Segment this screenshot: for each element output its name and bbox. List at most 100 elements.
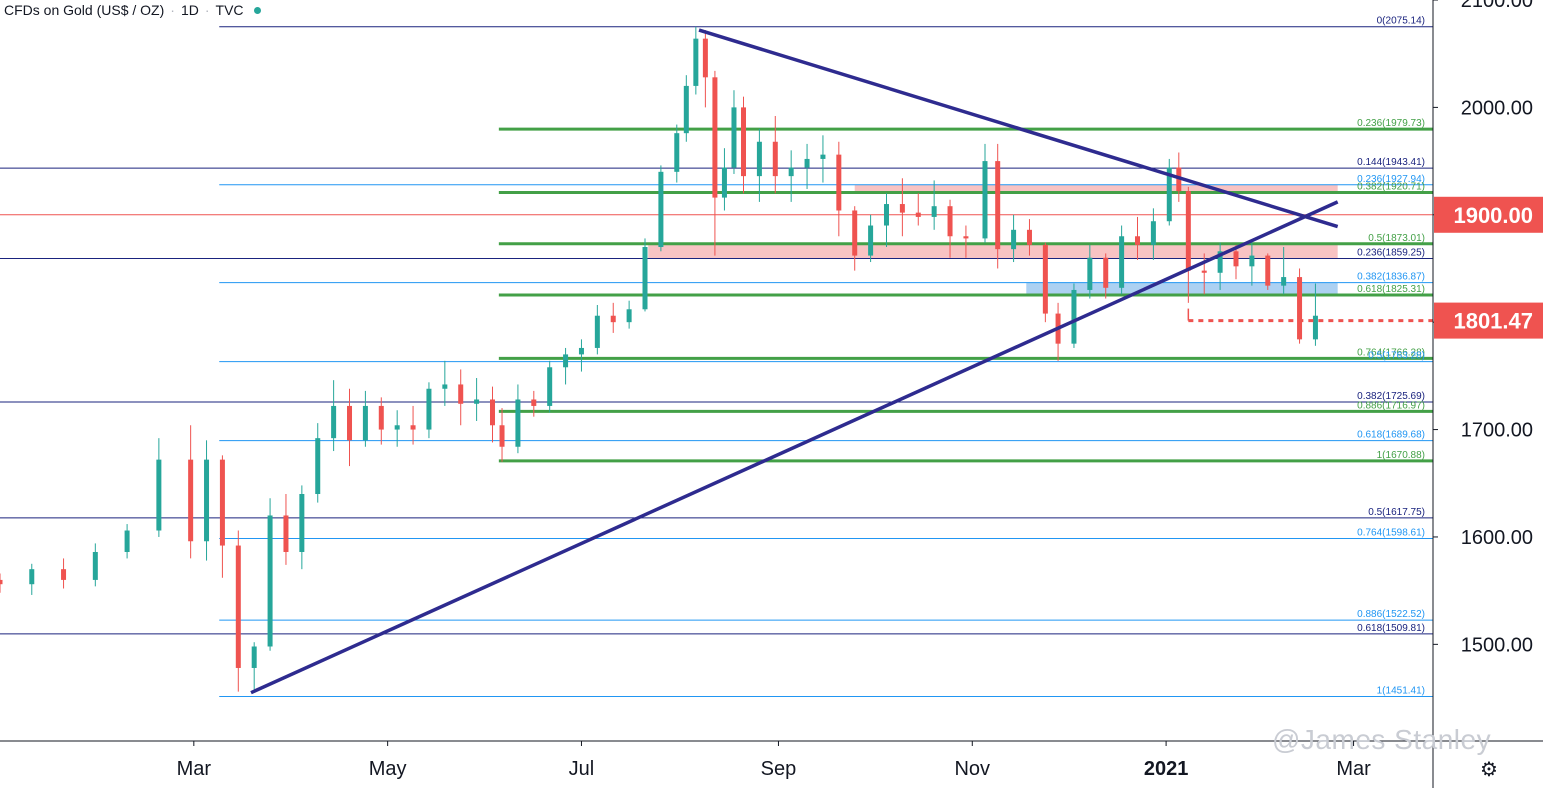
y-tick-label: 2100.00 xyxy=(1461,0,1533,12)
candle-body xyxy=(1071,289,1077,344)
candle-body xyxy=(547,367,553,406)
candle-body xyxy=(0,579,3,585)
chart-header: CFDs on Gold (US$ / OZ) · 1D · TVC xyxy=(4,2,261,18)
candle-body xyxy=(442,384,448,389)
candle-body xyxy=(772,141,778,177)
price-badge xyxy=(1434,196,1543,233)
candle-body xyxy=(852,210,858,256)
candle-body xyxy=(915,212,921,217)
candle-body xyxy=(1312,315,1318,340)
candle-body xyxy=(1087,257,1093,290)
candle-body xyxy=(1297,277,1303,340)
fib-level-label: 0.764(1766.28) xyxy=(1357,347,1425,358)
candle-body xyxy=(124,530,130,552)
candle-body xyxy=(563,354,569,368)
candle-body xyxy=(251,646,257,668)
candle-body xyxy=(394,425,400,430)
y-tick-label: 1600.00 xyxy=(1461,527,1533,549)
candle-body xyxy=(531,399,537,406)
fib-level-label: 0.144(1943.41) xyxy=(1357,157,1425,168)
trendline xyxy=(698,28,1339,229)
candle-body xyxy=(820,154,826,159)
header-separator: · xyxy=(204,2,210,18)
candle-body xyxy=(756,141,762,177)
fib-level-label: 0.618(1689.68) xyxy=(1357,430,1425,441)
candle-body xyxy=(156,459,162,531)
price-badge-label: 1801.47 xyxy=(1453,309,1533,334)
candle-body xyxy=(868,225,874,256)
candle-body xyxy=(836,154,842,211)
fib-level-label: 0.886(1522.52) xyxy=(1357,609,1425,620)
candle-body xyxy=(92,551,98,580)
candle-body xyxy=(474,399,480,404)
fib-level-label: 0.382(1725.69) xyxy=(1357,391,1425,402)
candle-body xyxy=(299,494,305,552)
candle-body xyxy=(658,171,664,247)
candle-body xyxy=(426,388,432,430)
candle-body xyxy=(899,204,905,213)
candle-body xyxy=(1166,167,1172,222)
candle-body xyxy=(1217,251,1223,273)
candle-body xyxy=(1233,251,1239,267)
candle-body xyxy=(788,167,794,177)
candle-body xyxy=(1135,236,1141,245)
candle-body xyxy=(931,206,937,217)
candle-body xyxy=(188,459,194,542)
candle-body xyxy=(1265,255,1271,286)
candle-body xyxy=(1249,255,1255,267)
candle-body xyxy=(626,309,632,323)
candle-body xyxy=(1011,229,1017,250)
candle-body xyxy=(693,38,699,86)
candle-body xyxy=(1119,236,1125,288)
candle-body xyxy=(578,347,584,355)
candle-body xyxy=(674,133,680,172)
x-tick-label: 2021 xyxy=(1144,758,1189,780)
candle-body xyxy=(410,425,416,430)
resistance-zone xyxy=(854,184,1338,193)
candle-body xyxy=(702,38,708,78)
candle-body xyxy=(458,384,464,404)
candle-body xyxy=(283,515,289,552)
price-badge xyxy=(1434,302,1543,339)
resistance-zone xyxy=(648,243,1338,259)
candle-body xyxy=(712,77,718,198)
candle-body xyxy=(642,247,648,310)
price-badge-label: 1900.00 xyxy=(1453,203,1533,228)
interval-label[interactable]: 1D xyxy=(180,2,199,18)
candle-body xyxy=(219,459,225,546)
fib-level-label: 0.886(1716.97) xyxy=(1357,400,1425,411)
source-label: TVC xyxy=(215,2,244,18)
candle-body xyxy=(731,107,737,168)
fib-level-label: 0.382(1836.87) xyxy=(1357,272,1425,283)
candle-body xyxy=(1103,257,1109,288)
candle-body xyxy=(804,158,810,168)
fib-level-label: 0.5(1763.28) xyxy=(1368,351,1425,362)
candle-body xyxy=(683,85,689,134)
fib-level-label: 0(2075.14) xyxy=(1377,16,1425,27)
candle-body xyxy=(741,107,747,177)
gear-icon[interactable]: ⚙ xyxy=(1480,759,1498,781)
fib-level-label: 0.236(1927.94) xyxy=(1357,174,1425,185)
candle-body xyxy=(982,161,988,239)
trendline xyxy=(250,200,1339,695)
fib-level-label: 0.764(1598.61) xyxy=(1357,527,1425,538)
candle-body xyxy=(1026,229,1032,245)
candle-body xyxy=(1185,191,1191,271)
candle-body xyxy=(235,545,241,668)
fib-level-label: 0.236(1979.73) xyxy=(1357,118,1425,129)
candle-body xyxy=(1201,270,1207,273)
x-tick-label: Nov xyxy=(954,758,990,780)
candle-body xyxy=(489,399,495,426)
market-status-icon xyxy=(253,6,261,14)
candle-body xyxy=(1281,277,1287,286)
candle-body xyxy=(947,206,953,237)
candle-body xyxy=(963,236,969,239)
y-tick-label: 2000.00 xyxy=(1461,97,1533,119)
candle-body xyxy=(378,405,384,430)
x-tick-label: Mar xyxy=(177,758,212,780)
symbol-title[interactable]: CFDs on Gold (US$ / OZ) xyxy=(4,2,165,18)
candle-body xyxy=(1150,221,1156,245)
candle-body xyxy=(515,399,521,447)
